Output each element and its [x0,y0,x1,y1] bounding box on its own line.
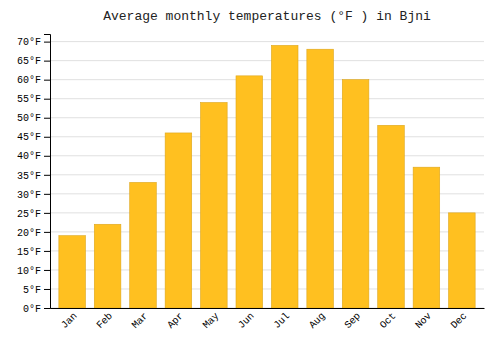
y-tick-mark [44,194,50,195]
y-tick: 50°F [17,113,50,124]
bar [201,103,228,309]
y-tick-label: 50°F [17,113,41,124]
x-tick: Sep [342,310,363,331]
y-tick: 20°F [17,228,50,239]
x-tick: Aug [307,310,328,331]
y-axis: 0°F 5°F 10°F 15°F 20°F 25°F 30°F 35°F 40°F 45°F 50… [17,35,51,315]
y-tick-label: 35°F [17,171,41,182]
y-tick-label: 45°F [17,132,41,143]
x-tick: Nov [413,310,434,331]
x-tick: Jun [236,310,257,331]
x-tick-label: Feb [94,310,115,331]
y-tick: 25°F [17,209,50,220]
y-tick: 55°F [17,94,50,105]
grid-line [50,41,484,42]
grid-line [50,117,484,118]
y-tick: 30°F [17,190,50,201]
bar [130,182,157,308]
y-tick-mark [44,42,50,43]
x-tick-label: Apr [165,310,186,331]
x-axis-line [51,308,485,309]
y-tick-mark [44,80,50,81]
y-axis-line [44,35,51,309]
x-tick-label: Nov [413,310,434,331]
y-tick-mark [44,137,50,138]
bar [271,45,298,308]
y-tick-label: 65°F [17,56,41,67]
y-tick: 15°F [17,247,50,258]
y-tick-mark [44,308,50,309]
y-tick-mark [44,175,50,176]
x-tick: Dec [449,310,470,331]
y-tick-label: 25°F [17,209,41,220]
plot-area: 0°F 5°F 10°F 15°F 20°F 25°F 30°F 35°F 40°F 45°F 50… [17,35,485,331]
bar [413,167,440,308]
y-tick-label: 30°F [17,190,41,201]
y-tick-label: 70°F [17,37,41,48]
y-tick-mark [44,213,50,214]
y-tick-label: 40°F [17,151,41,162]
bars [59,45,475,308]
x-tick-label: Jun [236,310,257,331]
bar [236,76,263,308]
grid-line [50,136,484,137]
y-tick: 40°F [17,151,50,162]
x-tick-label: Dec [449,310,470,331]
x-tick-label: May [201,310,222,331]
y-tick: 10°F [17,266,50,277]
x-tick: Feb [94,310,115,331]
y-tick: 45°F [17,132,50,143]
grid-line [50,155,484,156]
x-tick-label: Sep [342,310,363,331]
x-tick-label: Mar [130,310,151,331]
grid [50,42,484,308]
y-tick-mark [44,232,50,233]
y-tick-label: 10°F [17,266,41,277]
chart-container: 0°F 5°F 10°F 15°F 20°F 25°F 30°F 35°F 40°F 45°F 50… [0,0,500,350]
y-tick-label: 60°F [17,75,41,86]
y-tick-label: 20°F [17,228,41,239]
bar [342,80,369,308]
grid-line [50,98,484,99]
y-tick-mark [44,156,50,157]
y-tick-label: 15°F [17,247,41,258]
y-tick-mark [44,251,50,252]
bar [94,224,121,308]
chart-svg: 0°F 5°F 10°F 15°F 20°F 25°F 30°F 35°F 40°F 45°F 50… [0,0,500,350]
y-tick: 0°F [23,304,50,315]
x-tick: Jul [272,310,293,331]
y-tick: 65°F [17,56,50,67]
x-tick-label: Oct [378,310,399,331]
y-tick-mark [44,61,50,62]
bar [59,236,86,308]
x-tick-label: Jul [272,310,293,331]
bar [378,125,405,308]
bar [307,49,334,308]
x-axis: Jan Feb Mar Apr May Jun Jul Aug Sep Oct Nov Dec [51,309,485,331]
y-tick-mark [44,99,50,100]
y-tick-label: 55°F [17,94,41,105]
y-tick-mark [44,118,50,119]
y-tick: 5°F [23,285,50,296]
y-tick: 60°F [17,75,50,86]
y-tick-mark [44,289,50,290]
x-tick: Mar [130,310,151,331]
bar [449,213,476,308]
x-tick: Oct [378,310,399,331]
x-tick-label: Jan [59,310,80,331]
x-tick-label: Aug [307,310,328,331]
x-tick: Jan [59,310,80,331]
x-tick: May [201,310,222,331]
bar [165,133,192,308]
y-tick: 70°F [17,37,50,48]
grid-line [50,79,484,80]
y-tick-label: 0°F [23,304,41,315]
title: Average monthly temperatures (°F ) in Bj… [103,9,431,24]
y-tick: 35°F [17,171,50,182]
x-tick: Apr [165,310,186,331]
y-tick-label: 5°F [23,285,41,296]
grid-line [50,60,484,61]
y-tick-mark [44,270,50,271]
